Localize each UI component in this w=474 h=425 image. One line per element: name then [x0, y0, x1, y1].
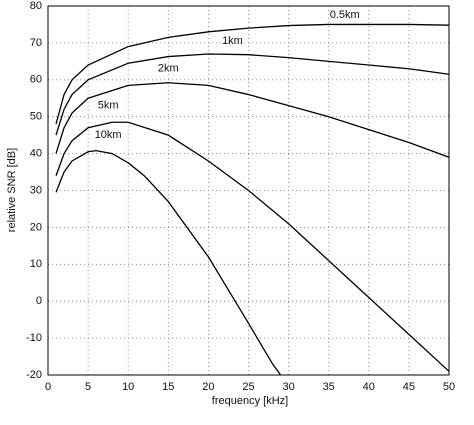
x-tick-label: 15: [162, 381, 174, 393]
x-tick-label: 20: [202, 381, 214, 393]
y-tick-label: 10: [30, 258, 42, 270]
y-tick-label: 30: [30, 184, 42, 196]
y-tick-label: 50: [30, 111, 42, 123]
x-tick-label: 50: [443, 381, 455, 393]
plot-frame: [47, 5, 450, 376]
y-tick-label: 20: [30, 221, 42, 233]
x-tick-label: 45: [403, 381, 415, 393]
y-tick-label: 0: [36, 295, 42, 307]
y-tick-label: 60: [30, 74, 42, 86]
x-tick-label: 25: [242, 381, 254, 393]
x-tick-label: 5: [85, 381, 91, 393]
series-label: 5km: [98, 100, 119, 112]
y-tick-label: 80: [30, 0, 42, 12]
y-tick-label: -20: [26, 369, 42, 381]
y-tick-label: 40: [30, 148, 42, 160]
y-tick-label: -10: [26, 332, 42, 344]
line-series: [55, 149, 282, 376]
x-tick-label: 30: [282, 381, 294, 393]
y-tick-label: 70: [30, 37, 42, 49]
y-axis-label: relative SNR [dB]: [6, 148, 18, 232]
x-tick-label: 0: [45, 381, 51, 393]
series-label: 0.5km: [330, 9, 360, 21]
line-series: [55, 23, 450, 125]
x-axis-label: frequency [kHz]: [212, 395, 288, 407]
series-label: 1km: [222, 35, 243, 47]
x-tick-label: 35: [323, 381, 335, 393]
line-series: [55, 121, 450, 372]
x-tick-label: 10: [122, 381, 134, 393]
series-label: 10km: [95, 129, 122, 141]
line-series: [55, 53, 450, 136]
series-label: 2km: [158, 63, 179, 75]
line-series: [55, 82, 450, 158]
x-tick-label: 40: [363, 381, 375, 393]
